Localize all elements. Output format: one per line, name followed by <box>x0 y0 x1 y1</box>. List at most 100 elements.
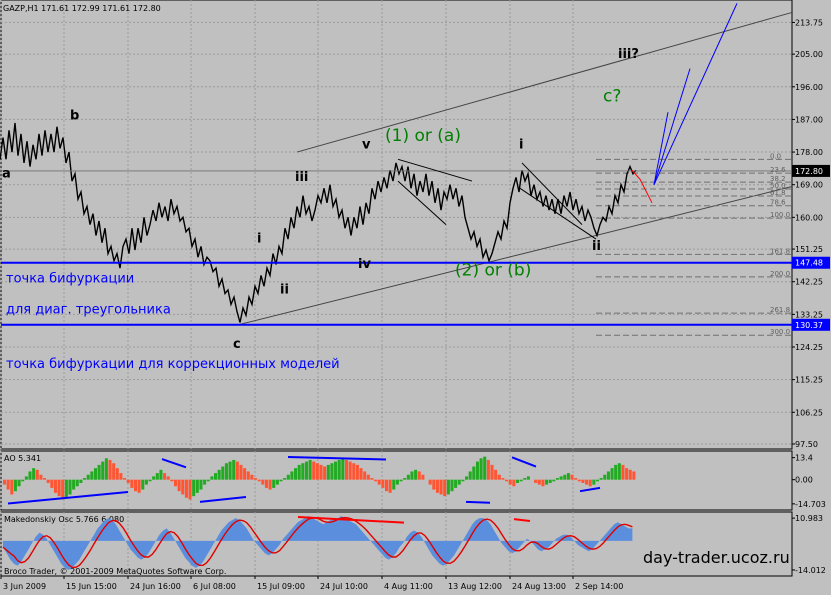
ao-bar <box>534 479 538 483</box>
ao-bar <box>261 479 265 485</box>
ao-bar <box>574 478 578 480</box>
y-tick-label: 178.00 <box>795 148 823 157</box>
ao-bar <box>17 479 21 487</box>
projection-lines <box>631 3 738 204</box>
ao-bar <box>585 479 589 485</box>
ao-bar <box>468 471 472 480</box>
watermark: day-trader.ucoz.ru <box>643 548 790 567</box>
ao-divergence-line <box>465 500 491 504</box>
ao-bar <box>268 479 272 490</box>
ao-bar <box>148 479 152 482</box>
ao-divergence-line <box>199 495 247 503</box>
ao-bar <box>214 473 218 480</box>
ao-divergence-line <box>161 458 187 469</box>
ao-bar <box>21 479 25 482</box>
ao-bar <box>24 476 28 480</box>
ao-bar <box>108 459 112 480</box>
ao-bar <box>286 474 290 480</box>
ao-bar <box>93 468 97 480</box>
ao-bar <box>275 479 279 485</box>
ao-bar <box>203 479 207 485</box>
ao-bar <box>446 479 450 495</box>
ao-bar <box>552 479 556 482</box>
makedonskiy-indicator-panel: Makedonskiy Osc 5.766 6.080 10.983 -14.012… <box>2 514 826 576</box>
y-tick-label: 124.25 <box>795 343 823 352</box>
ao-bar <box>359 468 363 480</box>
ao-bar <box>497 474 501 480</box>
ao-bar <box>566 473 570 480</box>
ao-bar <box>348 461 352 480</box>
ao-bar <box>628 469 632 480</box>
wave-label: b <box>70 108 79 123</box>
ao-bar <box>32 468 36 480</box>
ao-bar <box>294 468 298 480</box>
ao-bar <box>501 478 505 480</box>
ao-bar <box>621 464 625 480</box>
ao-bar <box>254 478 258 480</box>
ao-bar <box>475 461 479 480</box>
ao-bar <box>490 464 494 480</box>
ao-divergence-line <box>579 486 601 493</box>
ao-bar <box>403 478 407 480</box>
ao-bar <box>232 459 236 480</box>
ao-bar <box>505 479 509 482</box>
wedge-line <box>397 180 447 225</box>
ao-bar <box>68 479 72 495</box>
ao-bar <box>279 479 283 482</box>
ao-bar <box>224 463 228 480</box>
ao-bar <box>414 469 418 480</box>
ao-bar <box>384 479 389 492</box>
wave-label-alt: (2) or (b) <box>455 260 531 280</box>
ao-bar <box>195 479 199 493</box>
ao-y-tick-label: 0.00 <box>795 476 813 485</box>
y-tick-label: 187.00 <box>795 115 823 124</box>
x-tick-label: 3 Jun 2009 <box>3 582 46 591</box>
ao-bar <box>330 463 334 480</box>
level-value: 130.37 <box>795 321 823 330</box>
ao-bar <box>13 479 17 492</box>
ao-bar <box>432 479 436 490</box>
wedge-line <box>521 162 583 225</box>
ao-bar <box>163 473 167 480</box>
ao-bar <box>228 461 232 480</box>
ao-indicator-panel: AO 5.341 13.4 0.00 -14.703 <box>3 454 826 509</box>
wave-label: i <box>257 232 261 247</box>
ao-bar <box>334 461 338 480</box>
ao-bar <box>366 474 370 480</box>
ao-bar <box>377 479 381 485</box>
ao-bar <box>39 474 43 480</box>
level-tag <box>792 318 830 331</box>
y-tick-label: 169.00 <box>795 181 823 190</box>
ao-bar <box>181 479 185 495</box>
symbol-header: GAZP,H1 171.61 172.99 171.61 172.80 <box>3 4 161 13</box>
wave-label: ii <box>280 282 289 297</box>
annotations: точка бифуркации для диаг. треугольника то… <box>6 272 340 372</box>
ao-bar <box>421 474 425 480</box>
ao-bar <box>370 478 374 480</box>
ao-bar <box>617 463 621 480</box>
fib-level-label: 200.0 <box>770 270 790 278</box>
current-price-tag <box>792 164 830 177</box>
projection-line-blue <box>653 112 669 185</box>
x-tick-label: 24 Jul 10:00 <box>320 582 368 591</box>
x-tick-label: 6 Jul 08:00 <box>193 582 236 591</box>
ao-bar <box>115 468 119 480</box>
wave-label: ii <box>592 239 601 254</box>
ao-bar <box>457 479 461 485</box>
ao-bar <box>472 466 476 480</box>
ao-bar <box>315 463 319 480</box>
ao-bar <box>555 478 560 480</box>
wave-label: iii <box>295 170 308 185</box>
mak-divergence-line <box>297 516 405 524</box>
ao-bar <box>35 469 39 480</box>
ao-bar <box>86 474 90 480</box>
ao-bar <box>152 476 156 480</box>
y-tick-label: 196.00 <box>795 83 823 92</box>
ao-bar <box>170 479 174 482</box>
wave-label-alt: (3) or c? <box>690 0 761 1</box>
ao-bar <box>83 478 87 480</box>
price-series <box>0 122 792 323</box>
ao-bar <box>46 479 50 483</box>
